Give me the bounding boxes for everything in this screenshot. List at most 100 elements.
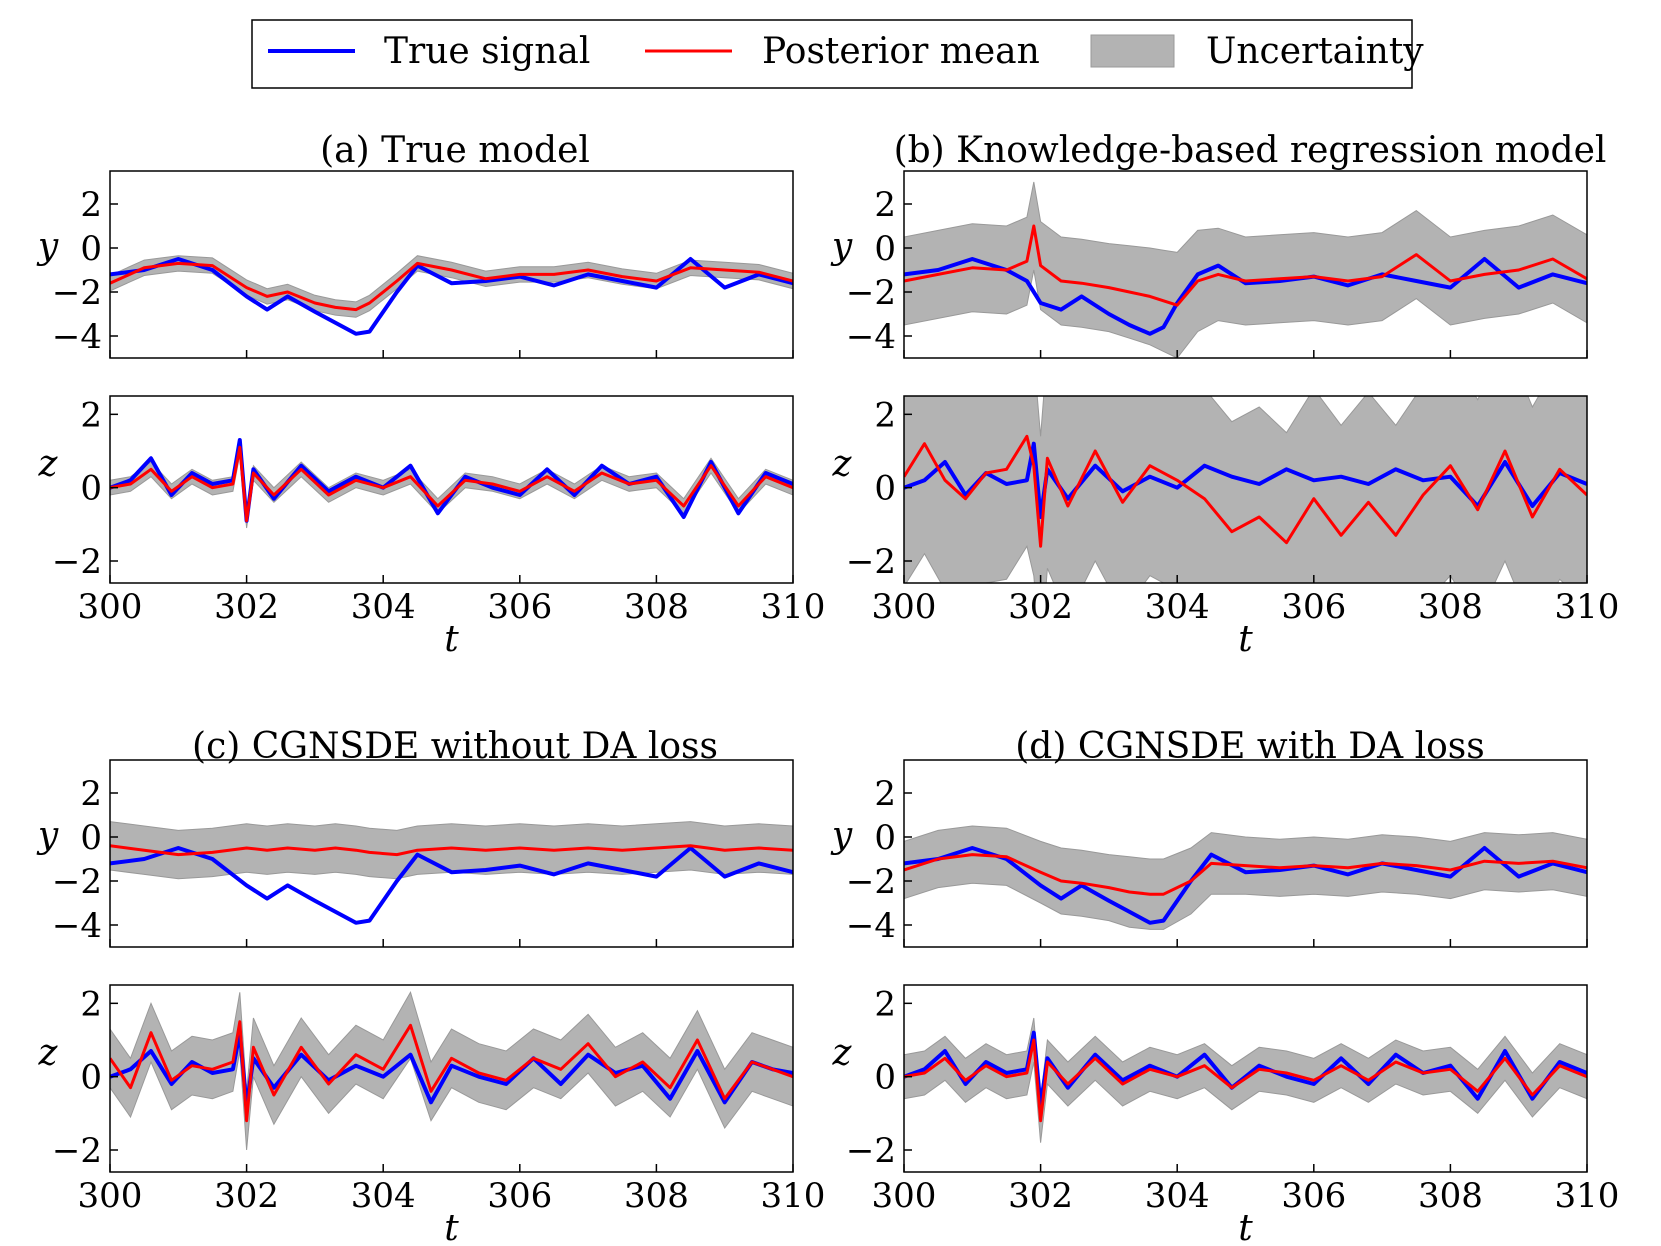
posterior-mean-line — [110, 844, 793, 857]
x-tick-label: 302 — [214, 587, 279, 627]
y-tick-label: −4 — [52, 906, 102, 946]
y-tick-label: −4 — [846, 906, 896, 946]
y-tick-label: −4 — [846, 317, 896, 357]
y-axis-label: z — [38, 444, 59, 485]
x-tick-label: 302 — [214, 1176, 279, 1216]
true-signal-line — [110, 846, 793, 925]
axes-frame — [903, 759, 1588, 948]
y-tick-label: −2 — [52, 273, 102, 313]
x-axis-label: t — [1238, 1208, 1253, 1246]
axes-frame — [903, 984, 1588, 1173]
y-axis-label: z — [832, 1033, 853, 1074]
y-tick-label: −2 — [846, 542, 896, 582]
y-tick-label: 0 — [80, 1058, 102, 1098]
axes-frame — [109, 395, 794, 584]
y-tick-label: −2 — [52, 862, 102, 902]
x-tick-label: 304 — [1145, 1176, 1210, 1216]
true-signal-line — [110, 1030, 793, 1108]
x-tick-label: 306 — [1281, 587, 1346, 627]
legend-true-label: True signal — [384, 31, 590, 72]
x-tick-label: 300 — [872, 1176, 937, 1216]
x-tick-label: 304 — [351, 1176, 416, 1216]
x-axis-label: t — [1238, 619, 1253, 660]
legend-frame — [251, 19, 1413, 89]
x-tick-label: 310 — [1555, 587, 1620, 627]
x-tick-label: 304 — [351, 587, 416, 627]
x-tick-label: 308 — [624, 587, 689, 627]
legend-uncertainty-label: Uncertainty — [1206, 31, 1424, 72]
y-tick-label: 2 — [874, 774, 896, 814]
panel-a-title: (a) True model — [320, 130, 590, 171]
x-tick-label: 308 — [1418, 587, 1483, 627]
plot-area-y — [110, 255, 793, 336]
plot-area-y — [110, 821, 793, 925]
x-tick-label: 310 — [1555, 1176, 1620, 1216]
y-axis-label: y — [36, 815, 59, 856]
x-tick-label: 308 — [624, 1176, 689, 1216]
uncertainty-band — [110, 821, 793, 880]
true-signal-line — [904, 441, 1587, 519]
plot-area-z — [110, 438, 793, 529]
true-signal-line — [110, 257, 793, 336]
posterior-mean-line — [110, 261, 793, 312]
panel-d-title: (d) CGNSDE with DA loss — [1015, 726, 1485, 767]
posterior-mean-line — [904, 1038, 1587, 1123]
uncertainty-band — [904, 181, 1587, 358]
axes-frame — [109, 759, 794, 948]
panel-c-title: (c) CGNSDE without DA loss — [192, 726, 718, 767]
posterior-mean-line — [904, 224, 1587, 307]
uncertainty-band — [904, 825, 1587, 930]
y-tick-label: 0 — [80, 818, 102, 858]
uncertainty-band — [904, 396, 1587, 583]
axes-frame — [903, 170, 1588, 359]
y-tick-label: −4 — [52, 317, 102, 357]
y-tick-label: 2 — [80, 395, 102, 435]
y-tick-label: 2 — [874, 395, 896, 435]
y-tick-label: 0 — [874, 818, 896, 858]
axes-frame — [109, 170, 794, 359]
y-tick-label: −2 — [52, 542, 102, 582]
x-axis-label: t — [444, 1208, 459, 1246]
y-tick-label: −2 — [846, 862, 896, 902]
x-tick-label: 310 — [761, 1176, 826, 1216]
plot-area-y — [904, 181, 1587, 358]
x-tick-label: 306 — [487, 587, 552, 627]
x-tick-label: 300 — [872, 587, 937, 627]
y-axis-label: z — [38, 1033, 59, 1074]
y-tick-label: −2 — [846, 1131, 896, 1171]
x-tick-label: 308 — [1418, 1176, 1483, 1216]
x-tick-label: 306 — [1281, 1176, 1346, 1216]
y-axis-label: y — [36, 226, 59, 267]
posterior-mean-line — [110, 1020, 793, 1123]
y-axis-label: y — [830, 226, 853, 267]
y-tick-label: 0 — [874, 229, 896, 269]
axes-frame — [109, 984, 794, 1173]
posterior-mean-line — [110, 445, 793, 523]
legend-uncertainty-swatch — [1090, 34, 1175, 68]
y-tick-label: 2 — [80, 185, 102, 225]
x-tick-label: 310 — [761, 587, 826, 627]
x-tick-label: 302 — [1008, 1176, 1073, 1216]
legend: True signal Posterior mean Uncertainty — [251, 19, 1424, 89]
y-tick-label: 2 — [874, 984, 896, 1024]
x-tick-label: 300 — [78, 1176, 143, 1216]
axes-frame — [903, 395, 1588, 584]
legend-mean-label: Posterior mean — [762, 31, 1040, 72]
y-tick-label: 0 — [80, 229, 102, 269]
x-tick-label: 302 — [1008, 587, 1073, 627]
uncertainty-band — [904, 1017, 1587, 1143]
plot-area-y — [904, 825, 1587, 930]
y-tick-label: 0 — [80, 469, 102, 509]
panel-b-title: (b) Knowledge-based regression model — [894, 130, 1607, 171]
y-tick-label: 2 — [80, 774, 102, 814]
plot-area-z — [110, 991, 793, 1151]
y-tick-label: 2 — [874, 185, 896, 225]
x-axis-label: t — [444, 619, 459, 660]
y-tick-label: 0 — [874, 469, 896, 509]
plot-area-z — [904, 396, 1587, 583]
uncertainty-band — [110, 991, 793, 1151]
plot-area-z — [904, 1017, 1587, 1143]
